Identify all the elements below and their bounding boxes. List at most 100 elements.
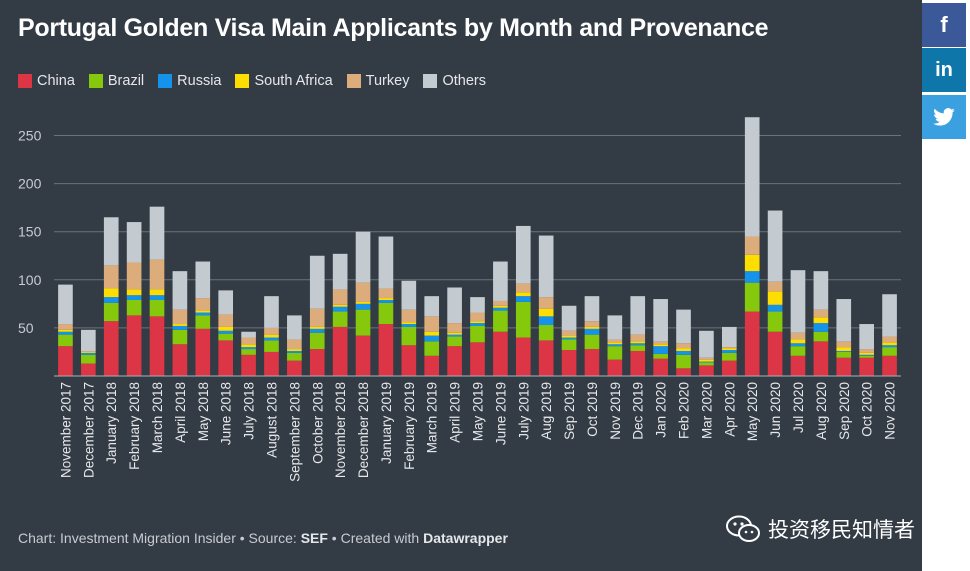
bar-segment-russia xyxy=(309,328,325,333)
bar-segment-china xyxy=(653,358,668,376)
bar-segment-turkey xyxy=(447,323,462,333)
bar-segment-china xyxy=(58,346,73,376)
bar-segment-brazil xyxy=(653,353,668,359)
bar-segment-china xyxy=(515,337,531,376)
bar-segment-turkey xyxy=(355,282,371,302)
x-tick-label: Nov 2019 xyxy=(608,382,623,440)
bar-segment-china xyxy=(813,341,829,376)
x-tick-label: June 2018 xyxy=(219,382,234,445)
bar-segment-china xyxy=(859,357,874,376)
x-tick-label: Oct 2020 xyxy=(860,382,875,437)
bar-segment-china xyxy=(81,363,96,376)
bar-segment-russia xyxy=(836,350,852,352)
bar-segment-brazil xyxy=(241,349,256,355)
bar-segment-turkey xyxy=(287,339,302,350)
bar-segment-others xyxy=(264,296,279,328)
bar-segment-others xyxy=(241,331,256,338)
bar-segment-brazil xyxy=(561,339,577,351)
bar-segment-turkey xyxy=(103,265,119,289)
bar-segment-turkey xyxy=(538,297,554,309)
bar-segment-russia xyxy=(332,306,348,312)
bar-segment-brazil xyxy=(515,301,531,338)
bar-segment-turkey xyxy=(470,312,485,322)
bar-segment-south-africa xyxy=(149,289,165,296)
bar-segment-others xyxy=(607,315,623,340)
bar-segment-south-africa xyxy=(790,339,806,344)
bar-segment-turkey xyxy=(378,288,394,299)
bar-segment-russia xyxy=(424,335,440,342)
bar-segment-south-africa xyxy=(630,341,646,344)
bar-segment-south-africa xyxy=(401,322,417,325)
bar-segment-turkey xyxy=(149,259,165,290)
bar-segment-others xyxy=(218,290,234,315)
bar-segment-china xyxy=(882,355,897,376)
bar-segment-south-africa xyxy=(767,291,783,305)
bar-segment-russia xyxy=(172,325,188,330)
bar-segment-china xyxy=(561,350,577,376)
bar-segment-south-africa xyxy=(447,332,462,335)
x-tick-label: May 2018 xyxy=(196,382,211,441)
bar-segment-china xyxy=(584,349,600,376)
bar-segment-brazil xyxy=(767,311,783,332)
bar-segment-brazil xyxy=(218,333,234,341)
y-tick-label: 150 xyxy=(18,224,42,240)
legend-label: Others xyxy=(442,73,486,89)
bar-segment-south-africa xyxy=(378,298,394,301)
twitter-share-button[interactable] xyxy=(922,95,966,139)
bar-segment-south-africa xyxy=(859,352,874,355)
bar-segment-china xyxy=(699,365,714,376)
bar-segment-russia xyxy=(561,337,577,340)
bar-segment-china xyxy=(538,340,554,376)
legend-swatch xyxy=(235,74,250,88)
bar-segment-russia xyxy=(607,344,623,347)
x-tick-label: Nov 2020 xyxy=(883,382,898,440)
x-tick-label: June 2019 xyxy=(493,382,508,445)
bar-segment-brazil xyxy=(126,300,142,316)
bar-segment-others xyxy=(58,284,73,325)
bar-segment-south-africa xyxy=(332,304,348,307)
x-tick-label: December 2017 xyxy=(81,382,96,478)
bar-segment-russia xyxy=(515,296,531,302)
bar-segment-others xyxy=(561,305,577,331)
x-tick-label: November 2018 xyxy=(333,382,348,478)
legend-item-china: China xyxy=(18,73,75,89)
bar-segment-south-africa xyxy=(218,326,234,331)
bar-segment-china xyxy=(744,311,760,376)
y-tick-label: 200 xyxy=(18,176,42,192)
bar-segment-turkey xyxy=(836,341,852,348)
bar-segment-turkey xyxy=(744,236,760,255)
bar-segment-south-africa xyxy=(836,347,852,351)
bar-segment-turkey xyxy=(241,337,256,345)
linkedin-share-button[interactable]: in xyxy=(922,48,966,92)
bar-segment-south-africa xyxy=(424,331,440,336)
bar-segment-brazil xyxy=(676,354,691,369)
facebook-share-button[interactable]: f xyxy=(922,3,966,47)
bar-segment-others xyxy=(287,315,302,340)
legend-item-brazil: Brazil xyxy=(88,73,144,89)
bar-segment-brazil xyxy=(332,311,348,327)
bar-segment-russia xyxy=(767,304,783,312)
x-tick-label: March 2018 xyxy=(150,382,165,453)
bar-segment-brazil xyxy=(859,355,874,358)
bar-segment-south-africa xyxy=(81,351,96,353)
bar-segment-turkey xyxy=(264,327,279,335)
bar-segment-south-africa xyxy=(744,254,760,272)
bar-segment-brazil xyxy=(744,282,760,312)
bar-segment-turkey xyxy=(584,321,600,327)
bar-segment-china xyxy=(767,331,783,376)
bar-segment-others xyxy=(149,206,165,260)
y-tick-label: 250 xyxy=(18,128,42,144)
bar-segment-china xyxy=(241,354,256,376)
x-tick-label: Apr 2020 xyxy=(722,382,737,437)
bar-segment-china xyxy=(493,331,508,376)
bar-segment-others xyxy=(103,217,119,266)
bar-segment-russia xyxy=(264,337,279,341)
bar-segment-russia xyxy=(287,350,302,353)
bar-segment-brazil xyxy=(401,326,417,346)
x-tick-label: February 2019 xyxy=(402,382,417,470)
x-tick-label: Feb 2020 xyxy=(677,382,692,439)
x-tick-label: April 2019 xyxy=(448,382,463,443)
bar-segment-south-africa xyxy=(287,349,302,351)
bar-segment-others xyxy=(332,253,348,290)
bar-segment-south-africa xyxy=(699,359,714,362)
